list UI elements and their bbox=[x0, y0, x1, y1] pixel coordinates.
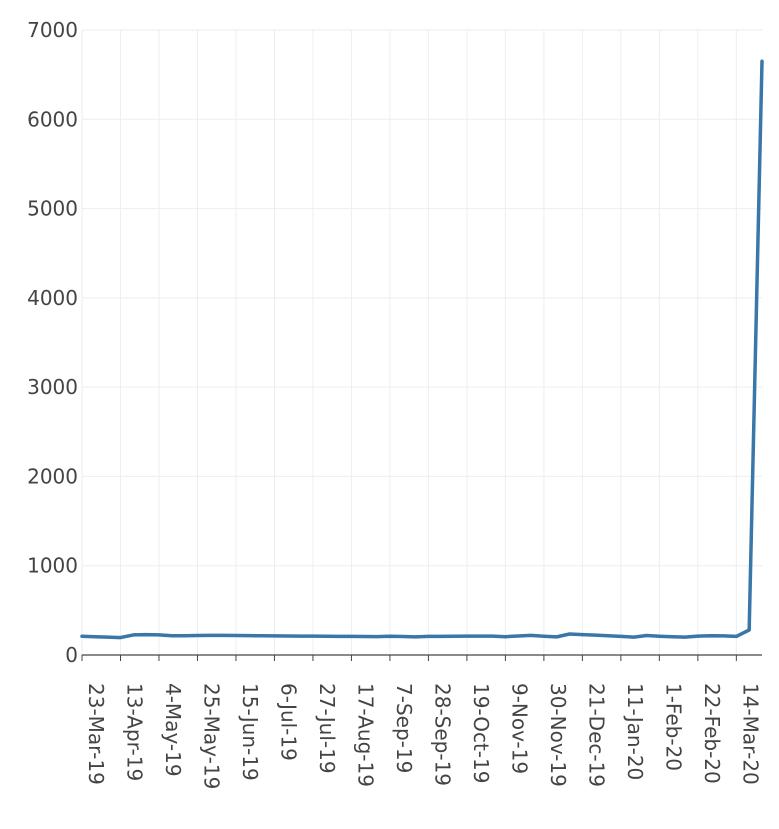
x-tick-label: 14-Mar-20 bbox=[738, 683, 762, 785]
y-tick-label: 0 bbox=[65, 643, 78, 667]
x-tick-label: 17-Aug-19 bbox=[353, 683, 377, 787]
x-tick-label: 6-Jul-19 bbox=[276, 683, 300, 761]
x-tick-label: 27-Jul-19 bbox=[315, 683, 339, 774]
x-axis-ticks: 23-Mar-19 13-Apr-19 4-May-19 25-May-19 15-Ju… bbox=[81, 655, 762, 789]
y-tick-label: 6000 bbox=[27, 107, 78, 131]
x-gridlines bbox=[81, 30, 737, 655]
y-axis-ticks: 0 1000 2000 3000 4000 5000 6000 7000 bbox=[27, 18, 78, 667]
x-tick-label: 19-Oct-19 bbox=[469, 683, 493, 783]
x-tick-label: 11-Jan-20 bbox=[623, 683, 647, 780]
x-tick-label: 23-Mar-19 bbox=[84, 683, 108, 785]
x-tick-label: 7-Sep-19 bbox=[392, 683, 416, 773]
y-tick-label: 2000 bbox=[27, 464, 78, 488]
series-line bbox=[80, 59, 764, 640]
y-tick-label: 7000 bbox=[27, 18, 78, 42]
y-tick-label: 5000 bbox=[27, 197, 78, 221]
x-tick-label: 9-Nov-19 bbox=[507, 683, 531, 774]
x-tick-label: 1-Feb-20 bbox=[661, 683, 685, 771]
y-gridlines bbox=[82, 29, 762, 567]
x-tick-label: 28-Sep-19 bbox=[430, 683, 454, 786]
x-tick-label: 30-Nov-19 bbox=[546, 683, 570, 787]
x-tick-label: 25-May-19 bbox=[199, 683, 223, 789]
x-tick-label: 21-Dec-19 bbox=[584, 683, 608, 787]
y-tick-label: 3000 bbox=[27, 375, 78, 399]
y-tick-label: 4000 bbox=[27, 286, 78, 310]
x-tick-label: 15-Jun-19 bbox=[238, 683, 262, 781]
x-tick-label: 4-May-19 bbox=[161, 683, 185, 777]
y-tick-label: 1000 bbox=[27, 554, 78, 578]
x-tick-label: 13-Apr-19 bbox=[122, 683, 146, 781]
x-tick-label: 22-Feb-20 bbox=[700, 683, 724, 784]
